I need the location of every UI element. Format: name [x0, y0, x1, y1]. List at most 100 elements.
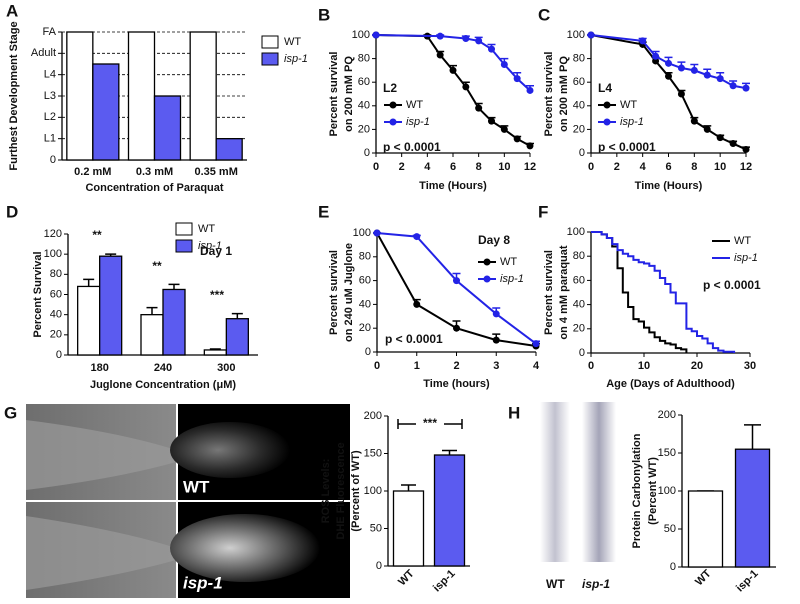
- point: [475, 37, 483, 45]
- legend-label: isp-1: [406, 116, 430, 128]
- y-axis-label: Percent survival: [543, 52, 555, 137]
- point: [690, 117, 698, 125]
- point: [449, 66, 457, 74]
- x-tick-label: 12: [740, 161, 752, 173]
- annotation: Day 1: [200, 244, 232, 258]
- point: [453, 277, 460, 285]
- point: [413, 300, 421, 308]
- x-axis-label: Juglone Concentration (μM): [90, 379, 236, 391]
- legend-swatch: [603, 118, 611, 126]
- annotation: ***: [423, 416, 437, 430]
- y-tick-label: 60: [358, 76, 370, 88]
- bar: [153, 95, 182, 161]
- x-tick-label: 0.35 mM: [194, 166, 237, 178]
- x-tick-label: 20: [691, 360, 703, 372]
- significance-bracket: [397, 419, 463, 429]
- y-tick-label: 100: [567, 29, 585, 41]
- x-tick-label: WT: [693, 567, 714, 588]
- bar: [140, 314, 164, 356]
- blot-label: isp-1: [582, 577, 610, 591]
- blot-label: WT: [546, 577, 565, 591]
- y-axis-label: DHE Fluorescence: [335, 442, 347, 539]
- y-tick-label: 20: [573, 123, 585, 135]
- x-tick-label: 10: [498, 161, 510, 173]
- point: [436, 51, 444, 59]
- point: [526, 86, 534, 94]
- x-tick-label: 8: [476, 161, 482, 173]
- y-tick-label: 0: [670, 561, 676, 573]
- y-tick-label: 100: [658, 485, 676, 497]
- x-tick-label: 10: [638, 360, 650, 372]
- legend-swatch: [603, 101, 611, 109]
- micrographs: WT isp-1: [26, 404, 350, 598]
- y-axis-label: on 4 mM paraquat: [558, 245, 570, 339]
- x-tick-label: 3: [493, 360, 499, 372]
- point: [639, 37, 647, 45]
- x-tick-label: 8: [691, 161, 697, 173]
- panel-label: E: [318, 202, 329, 221]
- y-tick-label: 50: [664, 523, 676, 535]
- annotation: **: [152, 259, 162, 273]
- panel-label: D: [6, 202, 18, 221]
- point: [500, 125, 508, 133]
- y-tick-label: 60: [50, 288, 62, 300]
- point: [373, 229, 381, 237]
- y-tick-label: 20: [359, 322, 371, 334]
- y-axis-label: on 240 uM Juglone: [343, 243, 355, 342]
- legend-label: WT: [406, 99, 423, 111]
- y-tick-label: 80: [358, 53, 370, 65]
- y-tick-label: 60: [573, 274, 585, 286]
- error-bar: [401, 484, 416, 491]
- legend-swatch: [483, 275, 491, 283]
- y-tick-label: 40: [50, 309, 62, 321]
- western-blot: WT isp-1: [540, 402, 616, 591]
- annotation: Day 8: [478, 233, 510, 247]
- x-tick-label: 4: [533, 360, 540, 372]
- x-tick-label: 6: [450, 161, 456, 173]
- point: [742, 145, 750, 153]
- point: [462, 35, 470, 43]
- x-tick-label: 10: [714, 161, 726, 173]
- point: [513, 75, 521, 83]
- legend-swatch: [175, 239, 193, 253]
- point: [492, 336, 500, 344]
- bar: [92, 63, 120, 161]
- annotation: p < 0.0001: [385, 332, 443, 346]
- annotation: ***: [210, 288, 224, 302]
- panel-label: H: [508, 403, 520, 422]
- x-tick-label: isp-1: [734, 568, 761, 595]
- point: [462, 83, 470, 91]
- legend-swatch: [389, 118, 397, 126]
- line: [590, 34, 747, 151]
- y-axis-label: on 200 mM PQ: [558, 56, 570, 132]
- y-tick-label: 20: [573, 323, 585, 335]
- annotation: p < 0.0001: [383, 140, 441, 154]
- y-tick-label: 200: [364, 410, 382, 422]
- y-tick-label: FA: [43, 26, 57, 38]
- bar: [433, 454, 466, 567]
- point: [742, 84, 750, 92]
- x-tick-label: 4: [640, 161, 647, 173]
- point: [703, 125, 711, 133]
- y-tick-label: 60: [573, 76, 585, 88]
- y-tick-label: 0: [376, 560, 382, 572]
- y-tick-label: 40: [358, 100, 370, 112]
- legend-label: WT: [620, 99, 637, 111]
- x-tick-label: 180: [90, 362, 108, 374]
- point: [729, 82, 737, 90]
- legend-swatch: [261, 52, 279, 66]
- legend-label: isp-1: [734, 252, 758, 264]
- point: [372, 31, 380, 39]
- error-bar: [168, 283, 180, 290]
- y-axis-label: Percent survival: [328, 52, 340, 137]
- legend-label: isp-1: [500, 273, 524, 285]
- legend-label: isp-1: [620, 116, 644, 128]
- y-tick-label: Adult: [31, 47, 56, 59]
- x-axis-label: Time (hours): [423, 378, 490, 390]
- x-tick-label: 2: [614, 161, 620, 173]
- point: [513, 135, 521, 143]
- y-tick-label: 0: [56, 349, 62, 361]
- x-tick-label: 240: [154, 362, 172, 374]
- bar: [162, 288, 186, 356]
- y-tick-label: 40: [573, 100, 585, 112]
